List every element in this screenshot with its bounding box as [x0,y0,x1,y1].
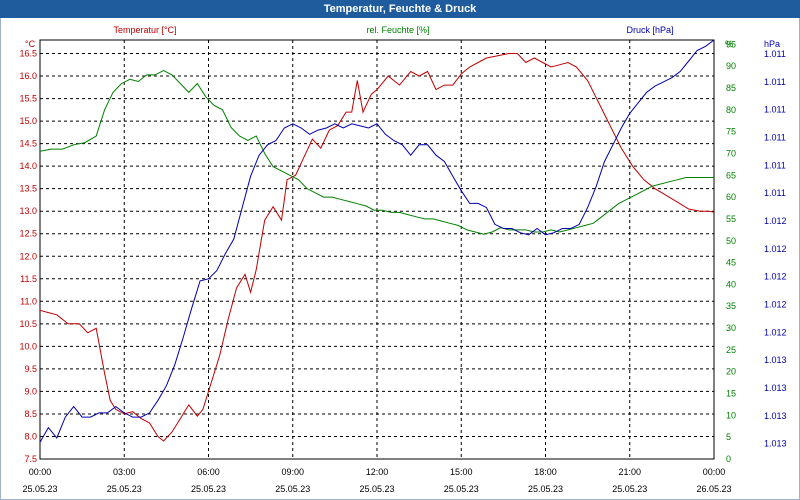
temp-axis-label: Temperatur [°C] [113,25,176,35]
press-tick-label: 1.011 [764,105,786,115]
temp-tick-label: 15.5 [19,94,37,104]
press-tick-label: 1.012 [764,216,787,226]
hum-tick-label: 90 [726,61,736,71]
press-tick-label: 1.012 [764,299,787,309]
press-tick-label: 1.011 [764,77,786,87]
temp-tick-label: 13.5 [19,184,37,194]
hum-tick-label: 25 [726,345,736,355]
temp-tick-label: 13.0 [19,206,37,216]
temp-tick-label: 15.0 [19,116,37,126]
hum-tick-label: 30 [726,323,736,333]
x-tick-time-label: 12:00 [366,467,389,477]
temp-tick-label: 10.5 [19,319,37,329]
temp-tick-label: 14.5 [19,139,37,149]
temp-tick-label: 9.5 [24,364,37,374]
press-tick-label: 1.011 [764,160,786,170]
temp-tick-label: 11.5 [20,274,37,284]
press-tick-label: 1.012 [764,244,787,254]
x-tick-date-label: 25.05.23 [107,484,142,494]
hum-tick-label: 50 [726,236,736,246]
axes-group: 00:00 25.05.23 03:00 25.05.23 06:00 25.05.23 0… [19,39,786,494]
hum-tick-label: 65 [726,170,736,180]
press-axis-label: Druck [hPa] [626,25,673,35]
hum-tick-label: 70 [726,148,736,158]
hum-tick-label: 5 [726,432,731,442]
press-tick-label: 1.012 [764,327,787,337]
hum-tick-label: 10 [726,410,736,420]
hum-tick-label: 40 [726,279,736,289]
x-tick-date-label: 25.05.23 [22,484,57,494]
hum-tick-label: 45 [726,258,736,268]
hum-tick-label: 75 [726,127,736,137]
hum-tick-label: 85 [726,83,736,93]
press-tick-label: 1.012 [764,272,787,282]
temp-tick-label: 8.0 [24,431,37,441]
series-line-hum [39,70,714,235]
x-tick-date-label: 25.05.23 [275,484,310,494]
x-tick-time-label: 00:00 [29,467,52,477]
hum-tick-label: 35 [726,301,736,311]
press-tick-label: 1.013 [764,411,787,421]
series-group [39,39,715,443]
temp-tick-label: 12.0 [19,251,37,261]
chart-title: Temperatur, Feuchte & Druck [0,0,800,18]
temp-tick-label: 12.5 [19,229,37,239]
hum-tick-label: 60 [726,192,736,202]
x-tick-date-label: 25.05.23 [444,484,479,494]
x-tick-date-label: 25.05.23 [528,484,563,494]
x-tick-date-label: 25.05.23 [612,484,647,494]
hum-tick-label: 55 [726,214,736,224]
x-tick-date-label: 25.05.23 [359,484,394,494]
hum-axis-label: rel. Feuchte [%] [366,25,429,35]
press-tick-label: 1.011 [764,132,786,142]
press-tick-label: 1.011 [764,188,786,198]
hum-tick-label: 0 [726,454,731,464]
x-tick-date-label: 26.05.23 [696,484,731,494]
x-tick-time-label: 03:00 [113,467,136,477]
series-line-temp [39,53,715,442]
press-tick-label: 1.013 [764,355,787,365]
temp-tick-label: 9.0 [24,386,37,396]
temp-tick-label: 14.0 [19,161,37,171]
temp-tick-label: 8.5 [24,409,37,419]
x-tick-time-label: 21:00 [618,467,641,477]
x-tick-time-label: 06:00 [197,467,220,477]
hum-tick-label: 80 [726,105,736,115]
hum-tick-label: 20 [726,367,736,377]
temp-tick-label: 16.5 [19,49,37,59]
temp-tick-label: 11.0 [20,296,37,306]
series-line-press [39,39,715,443]
temp-tick-label: 16.0 [19,71,37,81]
press-tick-label: 1.013 [764,383,787,393]
hum-tick-label: 15 [726,389,736,399]
hum-unit-label: % [725,39,733,49]
grid-lines [40,40,714,459]
temp-tick-label: 10.0 [19,341,37,351]
x-tick-time-label: 09:00 [281,467,304,477]
temp-unit-label: °C [25,39,36,49]
x-tick-time-label: 15:00 [450,467,473,477]
press-tick-label: 1.013 [764,439,787,449]
hum-tick-label: 95 [726,39,736,49]
press-unit-label: hPa [764,39,780,49]
press-tick-label: 1.011 [764,49,786,59]
x-tick-date-label: 25.05.23 [191,484,226,494]
x-tick-time-label: 18:00 [534,467,557,477]
x-tick-time-label: 00:00 [703,467,726,477]
temp-tick-label: 7.5 [24,454,37,464]
